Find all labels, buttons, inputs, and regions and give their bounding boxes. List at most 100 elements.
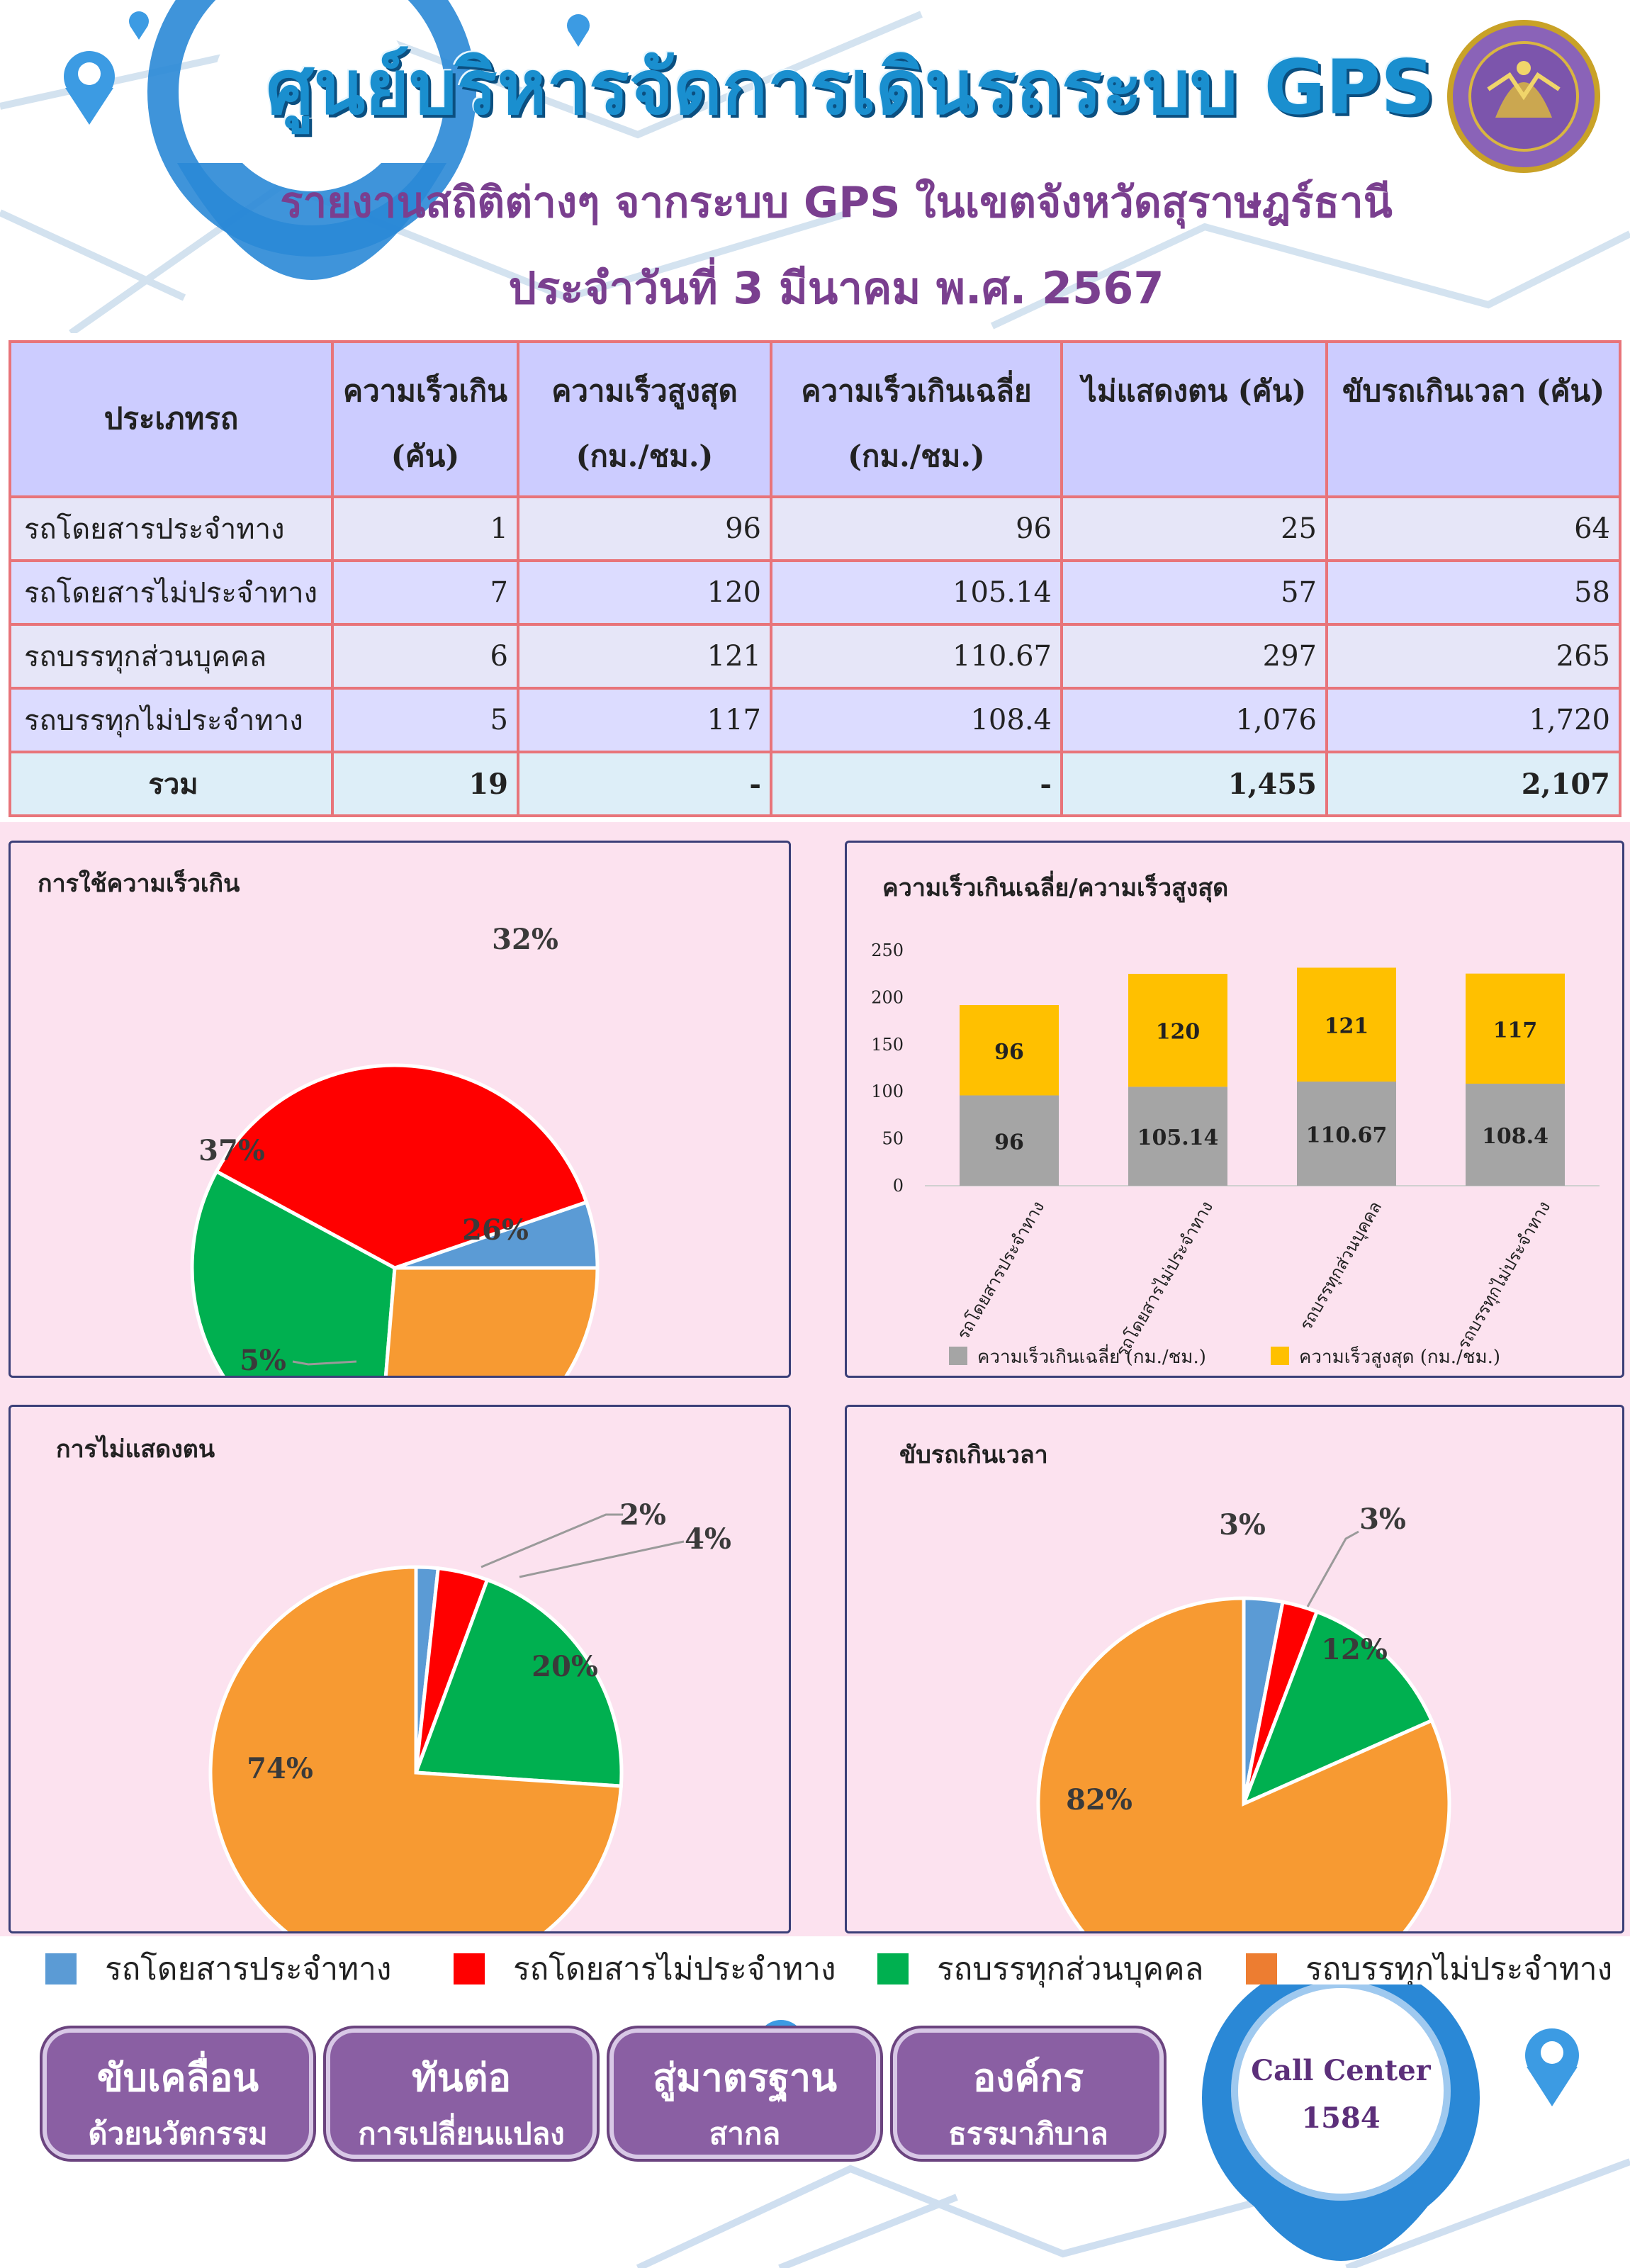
table-row: รถโดยสารประจำทาง 1 96 96 25 64 — [9, 495, 1621, 562]
table-cell: 108.4 — [770, 687, 1063, 753]
leader-line — [519, 1540, 685, 1578]
pie-data-label: 37% — [198, 1134, 265, 1167]
bar-segment — [1466, 973, 1565, 1084]
call-center-label: Call Center — [1251, 2054, 1431, 2087]
table-cell: 6 — [331, 623, 519, 690]
bar-segment — [1297, 1082, 1396, 1186]
chart-title: การไม่แสดงตน — [56, 1435, 215, 1464]
table-cell: 1 — [331, 495, 519, 562]
chart-title: การใช้ความเร็วเกิน — [38, 870, 240, 898]
table-header-row: ประเภทรถ ความเร็วเกิน (คัน) ความเร็วสูงสุ… — [9, 340, 1621, 498]
table-cell: 57 — [1060, 559, 1328, 626]
small-pin-icon — [129, 11, 149, 40]
table-cell: 5 — [331, 687, 519, 753]
report-date: ประจำวันที่ 3 มีนาคม พ.ศ. 2567 — [508, 262, 1164, 314]
pie-data-label: 5% — [240, 1344, 286, 1376]
speed-bar-chart-panel: ความเร็วเกินเฉลี่ย/ความเร็วสูงสุด 0 50 100… — [845, 841, 1624, 1378]
pie-data-label: 82% — [1066, 1783, 1132, 1817]
table-cell: รวม — [9, 751, 334, 817]
pie-slice — [208, 1565, 624, 1931]
call-center: Call Center 1584 — [1227, 2003, 1454, 2152]
table-cell: 7 — [331, 559, 519, 626]
table-cell: - — [517, 751, 772, 817]
bar-data-label: 117 — [1493, 1018, 1538, 1043]
table-row: รถโดยสารไม่ประจำทาง 7 120 105.14 57 58 — [9, 559, 1621, 626]
small-pin-icon — [567, 14, 590, 47]
bar-segment — [1128, 1087, 1227, 1186]
legend-label: รถบรรทุกไม่ประจำทาง — [1305, 1951, 1613, 1987]
bar-data-label: 96 — [994, 1040, 1024, 1065]
legend-label: รถบรรทุกส่วนบุคคล — [937, 1951, 1204, 1987]
page-title: ศูนย์บริหารจัดการเดินรถระบบ GPS — [266, 44, 1435, 131]
table-cell: 117 — [517, 687, 772, 753]
footer-badge-standard: สู่มาตรฐาน สากล — [614, 2033, 876, 2155]
pie-data-label: 32% — [492, 923, 558, 956]
table-cell: 1,720 — [1325, 687, 1621, 753]
speed-bar-chart: 0 50 100 150 200 250 96 96 รถโดยสารประจำทาง 105.1… — [871, 941, 1600, 1368]
pie-data-label: 20% — [532, 1650, 598, 1683]
table-cell: 265 — [1325, 623, 1621, 690]
bar-segment — [1466, 1084, 1565, 1186]
legend-item: รถโดยสารประจำทาง — [45, 1948, 391, 1990]
map-pin-icon — [147, 0, 476, 280]
legend-item: รถบรรทุกส่วนบุคคล — [877, 1948, 1204, 1990]
legend-swatch — [45, 1953, 77, 1984]
table-cell: รถโดยสารประจำทาง — [9, 495, 334, 562]
header: ศูนย์บริหารจัดการเดินรถระบบ GPS รายงานสถ… — [0, 0, 1630, 333]
y-tick-label: 200 — [871, 987, 904, 1007]
leader-line — [292, 1360, 357, 1366]
legend-label: ความเร็วสูงสุด (กม./ชม.) — [1299, 1345, 1500, 1368]
table-cell: 96 — [517, 495, 772, 562]
no-show-pie-chart: 2% 4% 20% 74% — [208, 1498, 731, 1931]
pie-slice — [1240, 1609, 1434, 1807]
bar-data-label: 108.4 — [1482, 1124, 1548, 1149]
header-background — [0, 0, 1630, 333]
table-cell: รถบรรทุกส่วนบุคคล — [9, 623, 334, 690]
bar-segment — [1128, 974, 1227, 1087]
bar-data-label: 120 — [1156, 1020, 1201, 1045]
table-cell: 297 — [1060, 623, 1328, 690]
footer-background — [636, 1984, 1630, 2268]
leader-line — [1306, 1530, 1359, 1607]
footer-badge-innovation: ขับเคลื่อน ด้วยนวัตกรรม — [47, 2033, 309, 2155]
column-header: ไม่แสดงตน (คัน) — [1060, 340, 1328, 498]
chart-title: ขับรถเกินเวลา — [899, 1441, 1048, 1469]
bar-segment — [960, 1095, 1059, 1186]
bar-data-label: 110.67 — [1306, 1123, 1388, 1148]
legend-label: รถโดยสารประจำทาง — [105, 1951, 392, 1987]
table-cell: 120 — [517, 559, 772, 626]
small-pin-icon — [64, 51, 115, 125]
table-cell: 25 — [1060, 495, 1328, 562]
y-tick-label: 250 — [871, 941, 904, 960]
call-center-number: 1584 — [1301, 2101, 1381, 2135]
speeding-chart-panel: การใช้ความเร็วเกิน 5% 37% 32% 26% — [9, 841, 791, 1378]
pie-data-label: 3% — [1359, 1503, 1406, 1536]
bar-segment — [1297, 967, 1396, 1082]
column-header: ขับรถเกินเวลา (คัน) — [1325, 340, 1621, 498]
table-cell: รถโดยสารไม่ประจำทาง — [9, 559, 334, 626]
legend-swatch — [1246, 1953, 1277, 1984]
table-cell: 64 — [1325, 495, 1621, 562]
y-tick-label: 150 — [871, 1035, 904, 1055]
pie-data-label: 3% — [1219, 1508, 1266, 1542]
table-cell: 105.14 — [770, 559, 1063, 626]
column-header: ความเร็วสูงสุด (กม./ชม.) — [517, 340, 772, 498]
stats-table: ประเภทรถ ความเร็วเกิน (คัน) ความเร็วสูงสุ… — [9, 340, 1621, 817]
pie-slice — [1036, 1596, 1451, 1931]
table-row: รถบรรทุกไม่ประจำทาง 5 117 108.4 1,076 1,… — [9, 687, 1621, 753]
table-cell: 58 — [1325, 559, 1621, 626]
column-header: ความเร็วเกิน (คัน) — [331, 340, 519, 498]
bar-segment — [960, 1005, 1059, 1096]
overtime-pie-chart: 3% 3% 12% 82% — [1036, 1503, 1451, 1931]
bar-data-label: 121 — [1325, 1014, 1369, 1039]
column-header: ความเร็วเกินเฉลี่ย (กม./ชม.) — [770, 340, 1063, 498]
x-tick-label: รถโดยสารประจำทาง — [953, 1198, 1049, 1343]
table-cell: รถบรรทุกไม่ประจำทาง — [9, 687, 334, 753]
legend-swatch — [454, 1953, 485, 1984]
table-row: รถบรรทุกส่วนบุคคล 6 121 110.67 297 265 — [9, 623, 1621, 690]
map-pin-icon — [1202, 1984, 1480, 2261]
pie-slice — [190, 1169, 397, 1376]
x-tick-label: รถบรรทุกไม่ประจำทาง — [1454, 1198, 1555, 1353]
pie-data-label: 4% — [685, 1522, 731, 1556]
